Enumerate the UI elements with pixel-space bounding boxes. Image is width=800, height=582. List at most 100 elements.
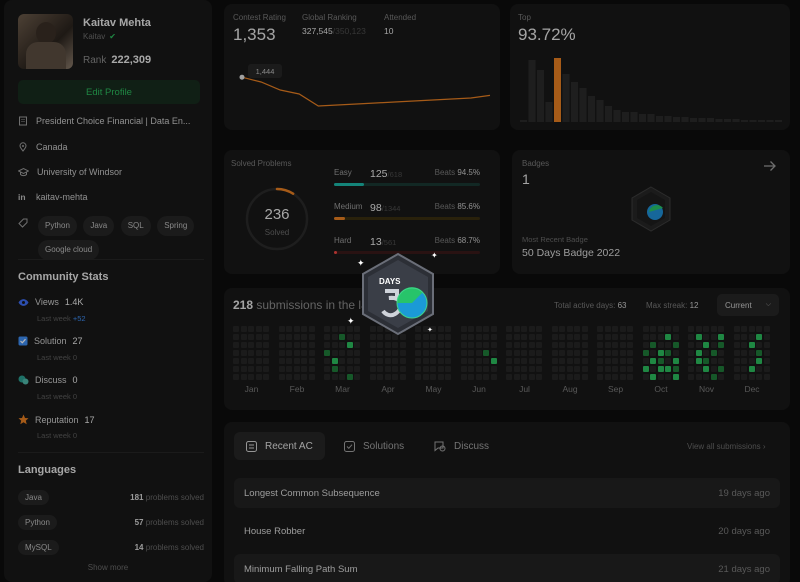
- heatmap-cell[interactable]: [248, 350, 254, 356]
- heatmap-cell[interactable]: [255, 366, 262, 372]
- heatmap-cell[interactable]: [763, 326, 770, 332]
- heatmap-cell[interactable]: [415, 342, 421, 348]
- heatmap-cell[interactable]: [392, 342, 398, 348]
- heatmap-cell[interactable]: [688, 366, 694, 372]
- heatmap-cell[interactable]: [574, 358, 580, 364]
- heatmap-cell[interactable]: [597, 326, 603, 332]
- heatmap-cell[interactable]: [597, 342, 603, 348]
- histogram-bar[interactable]: [732, 119, 740, 122]
- heatmap-cell[interactable]: [559, 358, 565, 364]
- heatmap-cell[interactable]: [308, 334, 315, 340]
- heatmap-cell[interactable]: [324, 358, 330, 364]
- heatmap-cell[interactable]: [650, 374, 656, 380]
- heatmap-cell[interactable]: [657, 358, 664, 364]
- heatmap-cell[interactable]: [415, 350, 421, 356]
- heatmap-cell[interactable]: [536, 350, 542, 356]
- heatmap-cell[interactable]: [369, 366, 376, 372]
- heatmap-cell[interactable]: [324, 374, 330, 380]
- heatmap-cell[interactable]: [627, 350, 633, 356]
- heatmap-cell[interactable]: [286, 366, 292, 372]
- heatmap-cell[interactable]: [733, 350, 740, 356]
- heatmap-cell[interactable]: [437, 366, 444, 372]
- heatmap-cell[interactable]: [665, 334, 671, 340]
- heatmap-cell[interactable]: [566, 358, 573, 364]
- heatmap-cell[interactable]: [566, 366, 573, 372]
- histogram-bar[interactable]: [562, 74, 570, 122]
- heatmap-cell[interactable]: [377, 366, 383, 372]
- histogram-bar[interactable]: [520, 120, 527, 122]
- heatmap-cell[interactable]: [308, 374, 315, 380]
- arrow-right-icon[interactable]: [763, 160, 777, 172]
- heatmap-cell[interactable]: [339, 342, 345, 348]
- heatmap-cell[interactable]: [581, 350, 588, 356]
- heatmap-cell[interactable]: [278, 350, 285, 356]
- heatmap-cell[interactable]: [399, 374, 406, 380]
- heatmap-cell[interactable]: [445, 374, 451, 380]
- heatmap-cell[interactable]: [627, 366, 633, 372]
- heatmap-cell[interactable]: [286, 374, 292, 380]
- heatmap-cell[interactable]: [619, 350, 626, 356]
- heatmap-cell[interactable]: [346, 374, 353, 380]
- heatmap-cell[interactable]: [301, 358, 307, 364]
- heatmap-cell[interactable]: [619, 334, 626, 340]
- heatmap-cell[interactable]: [581, 366, 588, 372]
- heatmap-cell[interactable]: [437, 342, 444, 348]
- heatmap-cell[interactable]: [437, 326, 444, 332]
- heatmap-cell[interactable]: [566, 374, 573, 380]
- heatmap-cell[interactable]: [710, 342, 717, 348]
- heatmap-cell[interactable]: [278, 342, 285, 348]
- heatmap-cell[interactable]: [506, 342, 512, 348]
- heatmap-cell[interactable]: [255, 350, 262, 356]
- heatmap-cell[interactable]: [695, 366, 702, 372]
- histogram-bar[interactable]: [554, 58, 561, 122]
- submission-row[interactable]: Minimum Falling Path Sum 21 days ago: [234, 554, 780, 582]
- heatmap-cell[interactable]: [468, 350, 474, 356]
- heatmap-cell[interactable]: [756, 350, 762, 356]
- heatmap-cell[interactable]: [422, 334, 429, 340]
- heatmap-cell[interactable]: [331, 334, 338, 340]
- heatmap-cell[interactable]: [415, 334, 421, 340]
- heatmap-cell[interactable]: [710, 374, 717, 380]
- heatmap-cell[interactable]: [597, 366, 603, 372]
- heatmap-cell[interactable]: [377, 350, 383, 356]
- heatmap-cell[interactable]: [384, 342, 391, 348]
- heatmap-cell[interactable]: [741, 334, 747, 340]
- heatmap-cell[interactable]: [369, 374, 376, 380]
- heatmap-cell[interactable]: [460, 350, 467, 356]
- heatmap-cell[interactable]: [566, 334, 573, 340]
- heatmap-cell[interactable]: [559, 326, 565, 332]
- heatmap-cell[interactable]: [293, 374, 300, 380]
- heatmap-cell[interactable]: [513, 334, 520, 340]
- heatmap-cell[interactable]: [301, 342, 307, 348]
- heatmap-cell[interactable]: [286, 350, 292, 356]
- heatmap-cell[interactable]: [748, 366, 755, 372]
- heatmap-cell[interactable]: [399, 366, 406, 372]
- heatmap-cell[interactable]: [559, 334, 565, 340]
- heatmap-cell[interactable]: [369, 358, 376, 364]
- heatmap-cell[interactable]: [248, 358, 254, 364]
- heatmap-cell[interactable]: [354, 342, 360, 348]
- heatmap-cell[interactable]: [369, 334, 376, 340]
- heatmap-cell[interactable]: [293, 358, 300, 364]
- heatmap-cell[interactable]: [741, 350, 747, 356]
- view-all-submissions-link[interactable]: View all submissions ›: [687, 442, 766, 451]
- heatmap-cell[interactable]: [566, 350, 573, 356]
- heatmap-cell[interactable]: [445, 358, 451, 364]
- heatmap-cell[interactable]: [308, 366, 315, 372]
- heatmap-cell[interactable]: [536, 358, 542, 364]
- heatmap-cell[interactable]: [665, 350, 671, 356]
- heatmap-cell[interactable]: [733, 334, 740, 340]
- heatmap-cell[interactable]: [331, 366, 338, 372]
- heatmap-cell[interactable]: [240, 374, 247, 380]
- heatmap-cell[interactable]: [331, 350, 338, 356]
- heatmap-cell[interactable]: [665, 374, 671, 380]
- heatmap-cell[interactable]: [354, 366, 360, 372]
- heatmap-cell[interactable]: [255, 326, 262, 332]
- heatmap-cell[interactable]: [672, 342, 679, 348]
- heatmap-cell[interactable]: [377, 342, 383, 348]
- heatmap-cell[interactable]: [286, 358, 292, 364]
- heatmap-cell[interactable]: [756, 334, 762, 340]
- heatmap-cell[interactable]: [240, 326, 247, 332]
- heatmap-cell[interactable]: [483, 366, 489, 372]
- heatmap-cell[interactable]: [233, 334, 239, 340]
